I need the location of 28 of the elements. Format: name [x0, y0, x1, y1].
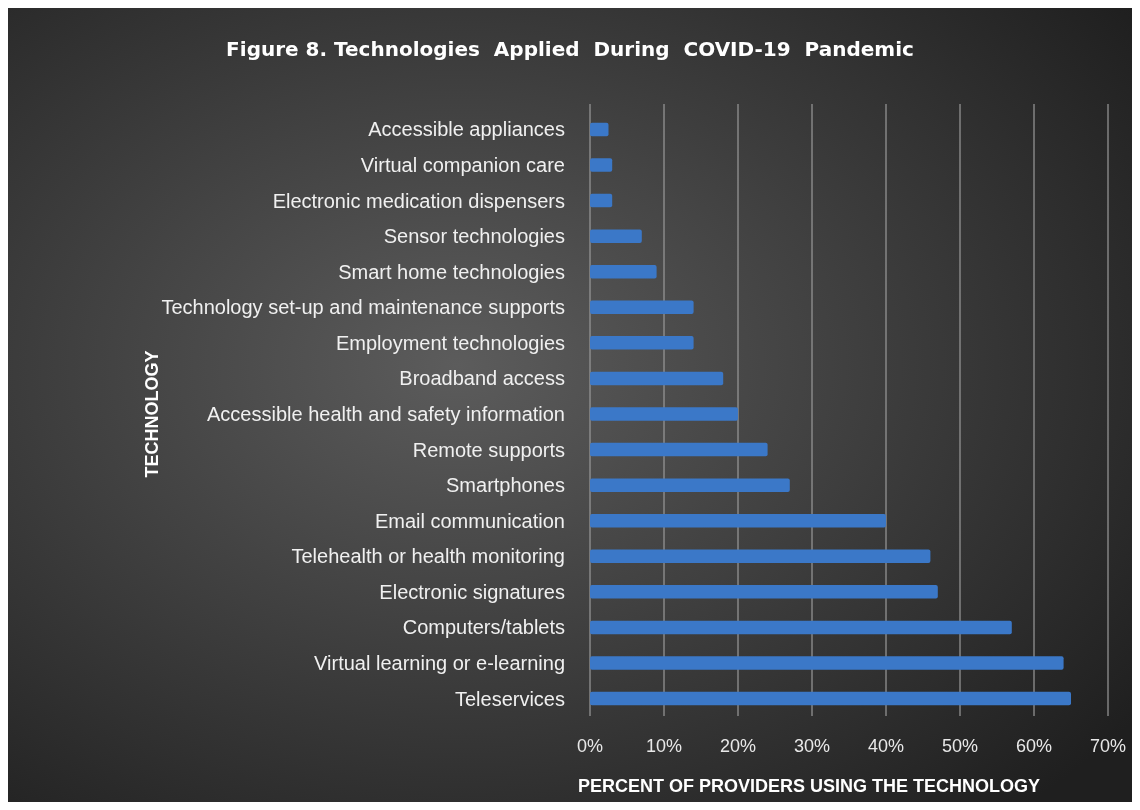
y-tick-label: Telehealth or health monitoring: [291, 545, 565, 568]
x-tick-label: 50%: [941, 736, 979, 756]
x-tick-label: 0%: [576, 736, 604, 756]
y-tick-label: Smart home technologies: [338, 260, 565, 283]
y-tick-label: Accessible appliances: [368, 118, 565, 141]
y-tick-label: Virtual companion care: [360, 154, 565, 176]
x-tick-label: 10%: [645, 736, 683, 756]
y-tick-label: Technology set-up and maintenance supports: [161, 296, 565, 319]
y-tick-label: Smartphones: [446, 474, 565, 497]
y-tick-label: Computers/tablets: [402, 616, 565, 639]
x-tick-label: 40%: [867, 736, 905, 756]
x-tick-label: 60%: [1015, 736, 1053, 756]
x-tick-label: 20%: [719, 736, 757, 756]
y-tick-label: Teleservices: [454, 687, 565, 710]
x-tick-label: 30%: [793, 736, 831, 756]
x-tick-label: 70%: [1089, 736, 1127, 756]
y-tick-label: Email communication: [374, 509, 565, 532]
y-tick-label: Employment technologies: [335, 331, 565, 354]
y-tick-label: Electronic signatures: [379, 580, 565, 603]
y-tick-label: Remote supports: [412, 438, 565, 461]
chart-title: Figure 8. Technologies Applied During COVID-19 Pandemic: [226, 37, 914, 61]
y-tick-label: Electronic medication dispensers: [272, 189, 565, 212]
y-axis-title: TECHNOLOGY: [142, 350, 162, 478]
y-tick-label: Virtual learning or e-learning: [314, 652, 565, 674]
y-tick-label: Accessible health and safety information: [207, 403, 565, 425]
y-tick-label: Sensor technologies: [383, 225, 565, 248]
x-axis-title: PERCENT OF PROVIDERS USING THE TECHNOLOGY: [577, 776, 1041, 796]
y-tick-label: Broadband access: [399, 367, 565, 390]
